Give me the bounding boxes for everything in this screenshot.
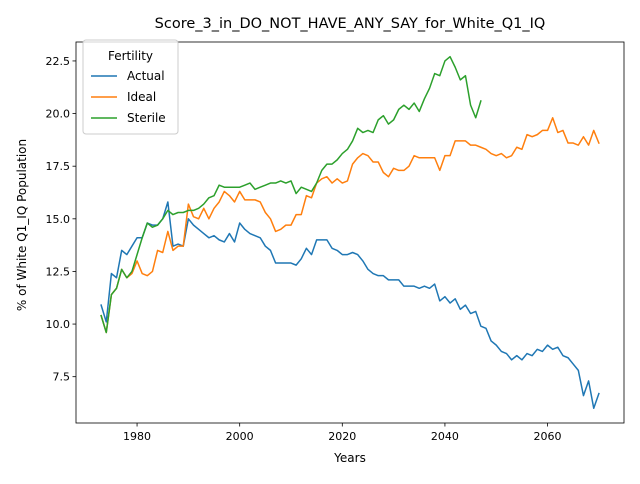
y-tick-label: 7.5 (53, 371, 71, 384)
x-tick-label: 2020 (328, 430, 356, 443)
y-tick-label: 22.5 (46, 55, 71, 68)
legend-label-ideal: Ideal (127, 90, 156, 104)
x-tick-label: 2000 (226, 430, 254, 443)
x-tick-label: 2040 (431, 430, 459, 443)
legend: Fertility Actual Ideal Sterile (82, 39, 179, 135)
axes-frame (75, 41, 625, 424)
y-tick-label: 10.0 (46, 318, 71, 331)
x-axis-label: Years (333, 451, 366, 465)
series-line-ideal (100, 117, 600, 334)
legend-title: Fertility (108, 49, 153, 63)
plot-area: 1980 2000 2020 2040 2060 7.5 10.0 12.5 15.0 17.5 2… (46, 41, 625, 443)
y-axis-label: % of White Q1_IQ Population (15, 139, 29, 311)
y-tick-label: 17.5 (46, 160, 71, 173)
legend-label-actual: Actual (127, 69, 165, 83)
chart-title: Score_3_in_DO_NOT_HAVE_ANY_SAY_for_White… (155, 16, 546, 32)
legend-label-sterile: Sterile (127, 111, 166, 125)
x-tick-label: 2060 (534, 430, 562, 443)
y-tick-label: 20.0 (46, 108, 71, 121)
y-tick-label: 12.5 (46, 265, 71, 278)
x-tick-label: 1980 (123, 430, 151, 443)
y-tick-label: 15.0 (46, 213, 71, 226)
legend-box (82, 39, 179, 135)
series-line-sterile (100, 55, 482, 334)
